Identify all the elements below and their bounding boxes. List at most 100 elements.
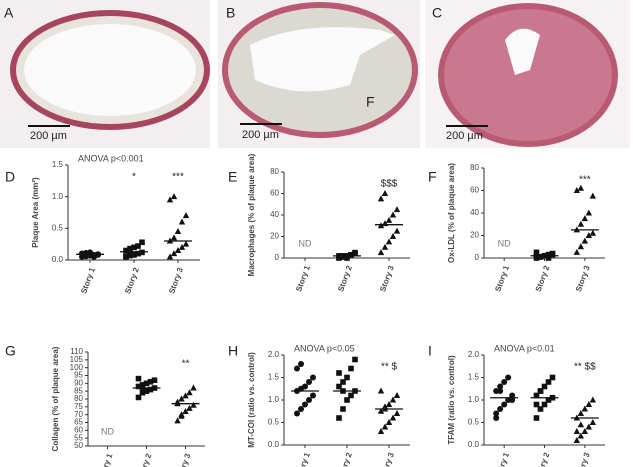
point	[182, 392, 189, 399]
scale-label: 200 µm	[242, 129, 279, 141]
x-tick-label: Story 3	[574, 264, 592, 293]
x-tick-label: Story 3	[378, 264, 396, 293]
point	[310, 392, 316, 399]
point	[178, 243, 186, 250]
y-tick-label: 2.0	[468, 350, 480, 359]
y-tick-label: 100	[70, 363, 84, 372]
point	[182, 212, 190, 219]
x-tick-label: Story 2	[534, 451, 552, 467]
y-tick-label: 1.5	[52, 160, 64, 169]
point	[344, 374, 350, 381]
point	[377, 249, 385, 256]
image-label: F	[366, 94, 375, 110]
point	[139, 239, 145, 246]
point	[135, 250, 141, 257]
y-tick-label: 1.5	[468, 373, 480, 382]
y-tick-label: 0	[475, 253, 480, 262]
y-tick-label: 60	[270, 189, 279, 198]
point	[393, 410, 401, 416]
point	[381, 243, 389, 250]
point	[377, 195, 385, 202]
point	[174, 228, 182, 234]
point	[537, 254, 544, 260]
point	[336, 383, 342, 390]
y-tick-label: 0.0	[52, 255, 64, 264]
y-tick-label: 80	[74, 394, 83, 403]
image-c: 200 µm C	[425, 0, 630, 148]
y-axis-label: Collagen (% of plaque area)	[51, 346, 60, 451]
y-tick-label: 1.0	[268, 395, 280, 404]
point	[131, 244, 137, 251]
point	[577, 410, 585, 416]
chart-title: ANOVA p<0.05	[294, 343, 355, 353]
y-axis-label: Ox-LDL (% of plaque area)	[447, 163, 456, 263]
y-tick-label: 40	[270, 210, 279, 219]
point	[178, 218, 186, 225]
scale-label: 200 µm	[30, 130, 67, 142]
point	[385, 216, 393, 223]
point	[545, 379, 552, 385]
point	[381, 403, 389, 410]
point	[170, 250, 178, 257]
point	[585, 401, 593, 407]
point	[541, 383, 548, 390]
point	[549, 251, 556, 258]
point	[123, 253, 129, 259]
point	[178, 412, 185, 419]
point	[170, 193, 178, 200]
point	[143, 380, 150, 387]
y-tick-label: 60	[74, 425, 83, 434]
point	[581, 405, 589, 412]
point	[182, 240, 190, 247]
point	[123, 247, 129, 254]
point	[166, 196, 174, 203]
point	[537, 388, 544, 394]
point	[139, 389, 146, 396]
point	[302, 401, 308, 408]
point	[573, 248, 581, 255]
point	[385, 419, 393, 425]
y-tick-label: 1.5	[268, 373, 280, 382]
point	[131, 252, 137, 258]
point	[127, 245, 133, 252]
x-tick-label: Story 1	[79, 266, 97, 295]
point	[493, 415, 500, 421]
x-tick-label: Story 1	[97, 452, 115, 467]
annotation: *	[132, 172, 136, 183]
point	[549, 374, 556, 381]
lumen	[250, 27, 395, 92]
point	[147, 386, 154, 393]
point	[497, 383, 504, 390]
point	[186, 404, 193, 411]
annotation: ** $	[381, 362, 398, 373]
point	[336, 370, 342, 376]
point	[135, 243, 141, 249]
y-tick-label: 0.5	[268, 418, 280, 427]
panel-letter: H	[228, 343, 238, 359]
y-tick-label: 0.5	[468, 418, 480, 427]
annotation: ND	[498, 238, 511, 248]
annotation: **	[182, 359, 190, 370]
point	[381, 190, 389, 196]
point	[139, 382, 146, 388]
x-tick-label: Story 1	[294, 264, 312, 293]
point	[298, 406, 304, 412]
point	[389, 396, 397, 403]
point	[573, 187, 581, 193]
point	[497, 388, 504, 394]
chart-title: ANOVA p<0.01	[494, 343, 555, 353]
point	[310, 374, 316, 381]
y-axis-label: MT-COI (ratio vs. control)	[247, 352, 256, 448]
point	[533, 249, 540, 256]
y-tick-label: 0.0	[468, 440, 480, 449]
point	[381, 423, 389, 430]
y-tick-label: 65	[74, 418, 83, 427]
point	[493, 410, 500, 417]
point	[585, 209, 593, 216]
y-tick-label: 80	[270, 167, 279, 176]
point	[294, 410, 300, 417]
point	[377, 387, 385, 394]
point	[135, 383, 142, 390]
annotation: ND	[101, 426, 114, 436]
annotation: ***	[579, 175, 591, 186]
